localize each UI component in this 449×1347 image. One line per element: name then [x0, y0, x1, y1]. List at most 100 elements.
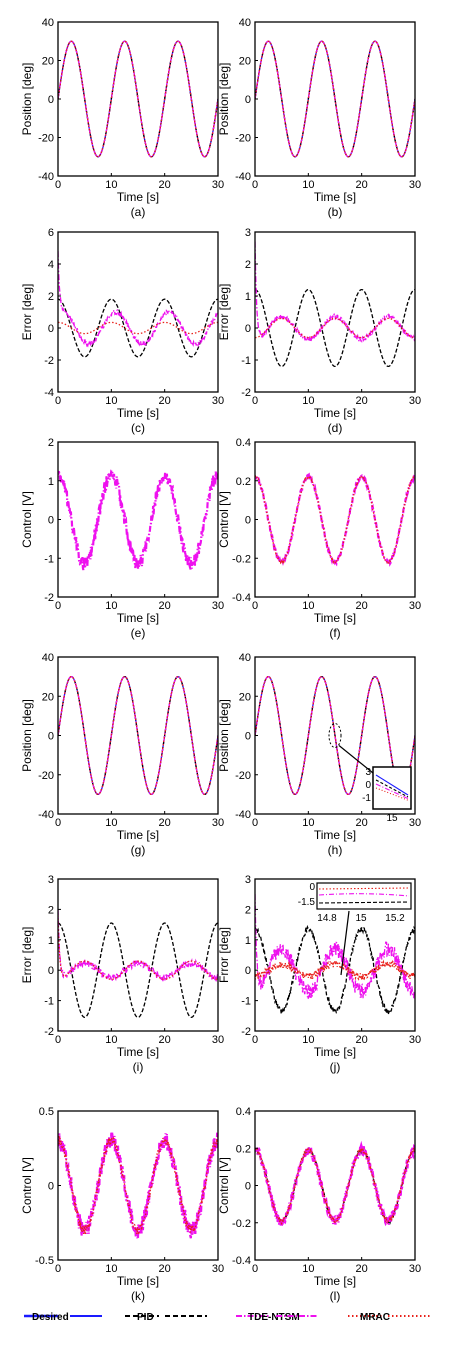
y-tick-label: -20	[38, 133, 54, 145]
y-tick-label: 4	[48, 259, 54, 271]
y-tick-label: -0.4	[232, 1255, 251, 1267]
y-tick-label: 3	[48, 874, 54, 886]
series-pid-line	[255, 924, 415, 1016]
subplot-a: 0 10 20 30 -40 -20 0 20 40 Time [s] Position [deg]…	[20, 17, 224, 219]
subplot-caption: (k)	[131, 1289, 145, 1303]
inset-y-tick-label: 0	[309, 882, 315, 893]
series-mrac-line	[255, 40, 415, 158]
series-pid-line	[58, 298, 218, 358]
y-tick-label: -1	[44, 996, 54, 1008]
series-tde-ntsm-line	[255, 675, 415, 796]
x-axis-label: Time [s]	[117, 1274, 159, 1288]
x-tick-label: 20	[159, 395, 171, 407]
y-tick-label: 1	[48, 476, 54, 488]
subplot-l: 0 10 20 30 -0.4 -0.2 0 0.2 0.4 Time [s] Control [V…	[217, 1106, 421, 1303]
y-tick-label: -40	[38, 171, 54, 183]
y-tick-label: -0.5	[35, 1255, 54, 1267]
y-tick-label: 3	[245, 874, 251, 886]
x-tick-label: 20	[159, 1263, 171, 1275]
y-tick-label: -2	[44, 592, 54, 604]
y-tick-label: -0.4	[232, 592, 251, 604]
y-tick-label: 0	[48, 965, 54, 977]
series-group	[58, 469, 218, 571]
inset-series-line	[375, 783, 409, 800]
inset-x-tick-label: 15	[355, 913, 367, 924]
axes-frame	[57, 231, 219, 393]
x-tick-label: 0	[252, 600, 258, 612]
y-axis-label: Error [deg]	[20, 284, 34, 341]
inset-series-line	[318, 901, 410, 904]
x-tick-label: 0	[55, 1263, 61, 1275]
legend-label-desired: Desired	[32, 1312, 69, 1323]
x-tick-label: 0	[252, 395, 258, 407]
series-mrac-line	[58, 321, 218, 335]
x-tick-label: 0	[252, 1034, 258, 1046]
x-tick-label: 10	[302, 1263, 314, 1275]
y-tick-label: 40	[42, 652, 54, 664]
x-axis-label: Time [s]	[117, 406, 159, 420]
subplot-j: 0 10 20 30 -2 -1 0 1 2 3 Time [s] Frror [deg] (j) 0 -1…	[217, 874, 421, 1074]
x-tick-label: 30	[212, 1263, 224, 1275]
series-tde-ntsm-line	[255, 241, 415, 344]
y-tick-label: 2	[48, 291, 54, 303]
subplot-i: 0 10 20 30 -2 -1 0 1 2 3 Time [s] Error [deg] (i)	[20, 874, 224, 1074]
y-tick-label: 0.4	[236, 437, 251, 449]
series-pid-line	[255, 288, 415, 368]
series-group	[255, 1140, 415, 1227]
series-pid-line	[58, 922, 218, 1018]
x-tick-label: 10	[105, 817, 117, 829]
y-tick-label: 0.2	[236, 1143, 251, 1155]
series-group	[255, 675, 415, 796]
series-group	[58, 675, 218, 796]
series-group	[255, 40, 415, 158]
series-mrac-line	[255, 317, 415, 339]
y-tick-label: 6	[48, 227, 54, 239]
x-axis-label: Time [s]	[314, 1274, 356, 1288]
series-tde-ntsm-line	[58, 251, 218, 348]
x-tick-label: 20	[356, 600, 368, 612]
x-tick-label: 20	[356, 817, 368, 829]
series-mrac-line	[255, 1147, 415, 1226]
subplot-e: 0 10 20 30 -2 -1 0 1 2 Time [s] Control [V] (e)	[20, 437, 224, 640]
y-tick-label: 0	[48, 323, 54, 335]
y-tick-label: 1	[245, 935, 251, 947]
x-axis-label: Time [s]	[314, 190, 356, 204]
x-axis-label: Time [s]	[314, 611, 356, 625]
series-group	[58, 909, 218, 1018]
y-axis-label: Error [deg]	[217, 284, 231, 341]
y-tick-label: 2	[245, 259, 251, 271]
x-tick-label: 30	[212, 179, 224, 191]
y-tick-label: -0.2	[232, 553, 251, 565]
y-tick-label: 40	[239, 17, 251, 29]
series-mrac-line	[255, 958, 415, 981]
x-tick-label: 10	[302, 817, 314, 829]
x-tick-label: 30	[212, 817, 224, 829]
series-mrac-line	[58, 915, 218, 980]
inset-x-tick-label: 15	[386, 813, 398, 824]
x-tick-label: 20	[159, 179, 171, 191]
inset-series-line	[318, 893, 410, 897]
y-tick-label: 40	[239, 652, 251, 664]
zoom-arrow	[340, 910, 350, 976]
x-tick-label: 20	[356, 1263, 368, 1275]
x-tick-label: 30	[409, 179, 421, 191]
y-tick-label: -20	[235, 133, 251, 145]
axes-frame	[57, 878, 219, 1032]
x-tick-label: 30	[212, 395, 224, 407]
y-tick-label: -2	[241, 387, 251, 399]
inset-y-tick-label: 3	[365, 767, 371, 778]
x-tick-label: 0	[55, 817, 61, 829]
series-group	[58, 251, 218, 358]
y-tick-label: -2	[44, 1026, 54, 1038]
x-tick-label: 30	[409, 600, 421, 612]
inset-y-tick-label: -1	[362, 793, 371, 804]
x-tick-label: 10	[302, 1034, 314, 1046]
y-axis-label: Error [deg]	[20, 927, 34, 984]
y-tick-label: 0	[48, 94, 54, 106]
y-axis-label: Control [V]	[20, 491, 34, 548]
x-axis-label: Time [s]	[314, 406, 356, 420]
subplot-c: 0 10 20 30 -4 -2 0 2 4 6 Time [s] Error [deg] (c)	[20, 227, 224, 435]
